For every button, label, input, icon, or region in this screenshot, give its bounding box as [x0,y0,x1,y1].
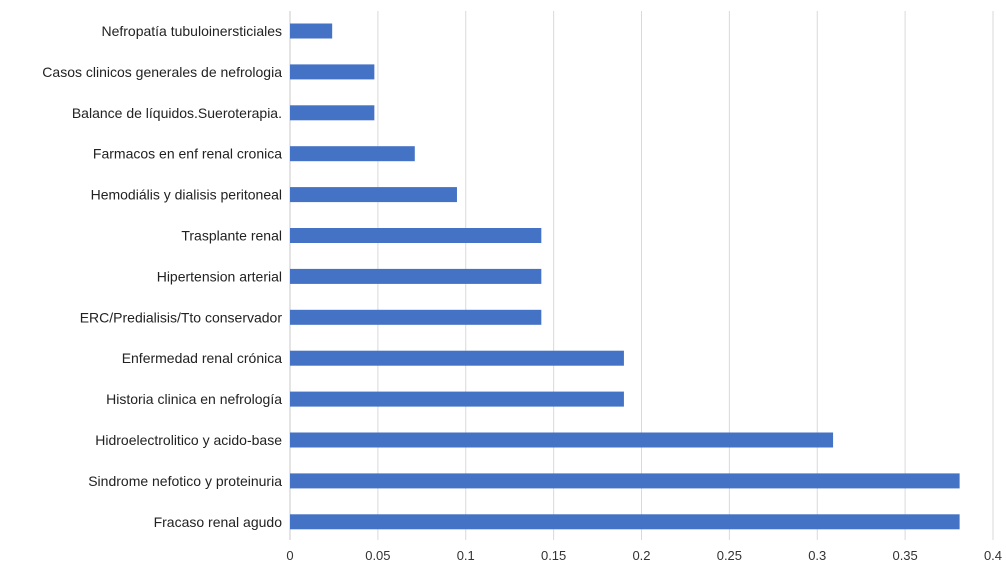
bar [290,391,624,407]
bar [290,309,542,325]
category-label: Historia clinica en nefrología [106,391,282,407]
category-label: Hidroelectrolitico y acido-base [95,432,282,448]
x-tick-label: 0.35 [892,548,917,562]
x-tick-label: 0.3 [808,548,826,562]
bar [290,187,457,203]
category-label: Casos clinicos generales de nefrologia [42,64,282,80]
category-label: Enfermedad renal crónica [122,350,283,366]
category-label: Nefropatía tubuloinersticiales [101,23,282,39]
x-tick-label: 0.15 [541,548,566,562]
x-tick-label: 0.25 [717,548,742,562]
bar [290,350,624,366]
category-label: Hemodiális y dialisis peritoneal [91,187,282,203]
category-label: Farmacos en enf renal cronica [93,146,282,162]
bar [290,146,415,162]
category-label: Hipertension arterial [157,268,282,284]
bars [290,23,960,530]
bar [290,64,375,80]
bar [290,432,834,448]
x-axis-tick-labels: 0 0.05 0.1 0.15 0.2 0.25 0.3 0.35 0.4 [286,548,1002,562]
category-labels: Nefropatía tubuloinersticiales Casos clin… [42,23,282,530]
category-label: ERC/Predialisis/Tto conservador [80,309,283,325]
x-tick-label: 0.1 [457,548,475,562]
grid-lines [289,11,994,540]
bar [290,268,542,284]
category-label: Balance de líquidos.Sueroterapia. [72,105,282,121]
x-tick-label: 0.2 [632,548,650,562]
category-label: Trasplante renal [181,228,282,244]
bar [290,23,333,39]
bar [290,105,375,121]
bar [290,514,960,530]
bar [290,473,960,489]
x-tick-label: 0.05 [365,548,390,562]
x-tick-label: 0 [286,548,293,562]
category-label: Sindrome nefotico y proteinuria [88,473,282,489]
category-label: Fracaso renal agudo [154,514,283,530]
x-tick-label: 0.4 [984,548,1002,562]
bar [290,228,542,243]
